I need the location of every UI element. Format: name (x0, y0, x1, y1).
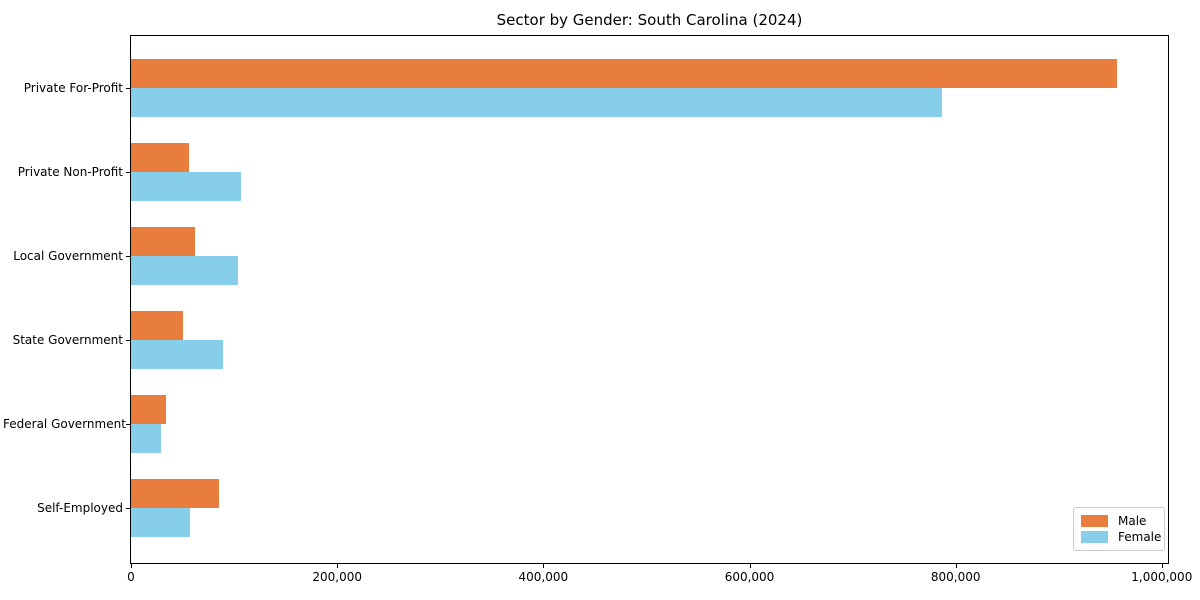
x-tick-3 (749, 564, 751, 568)
male-series-swatch (1081, 515, 1108, 527)
x-tick-label-5: 1,000,000 (1131, 570, 1193, 584)
y-tick-3 (126, 340, 130, 341)
legend-row-female: Female (1081, 529, 1161, 545)
bar-male-1 (131, 143, 189, 172)
y-tick-0 (126, 88, 130, 89)
y-tick-5 (126, 508, 130, 509)
x-tick-0 (131, 564, 132, 568)
x-tick-2 (543, 564, 545, 568)
legend-row-male: Male (1081, 513, 1157, 529)
x-tick-label-3: 600,000 (724, 570, 775, 584)
y-axis-label-5: Self-Employed (37, 501, 123, 515)
bar-male-5 (131, 479, 219, 508)
y-axis-label-0: Private For-Profit (23, 81, 123, 95)
bar-female-4 (131, 424, 161, 453)
y-axis-label-4: Federal Government (3, 417, 126, 431)
x-tick-label-0: 0 (127, 570, 135, 584)
chart-title: Sector by Gender: South Carolina (2024) (496, 11, 803, 29)
y-tick-1 (126, 172, 130, 173)
x-tick-5 (1161, 564, 1163, 568)
x-tick-label-4: 800,000 (930, 570, 981, 584)
bar-female-0 (131, 88, 943, 117)
x-tick-label-2: 400,000 (518, 570, 569, 584)
bar-female-2 (131, 256, 239, 285)
legend: Male Female (1073, 507, 1165, 551)
x-tick-1 (337, 564, 339, 568)
y-tick-4 (126, 424, 130, 425)
bar-male-2 (131, 227, 195, 256)
y-axis-label-1: Private Non-Profit (17, 165, 123, 179)
legend-label-female: Female (1118, 530, 1162, 544)
bar-male-0 (131, 59, 1117, 88)
bar-female-3 (131, 340, 223, 369)
bar-female-5 (131, 508, 190, 537)
plot-area (130, 35, 1169, 564)
y-axis-label-2: Local Government (13, 249, 123, 263)
bar-male-4 (131, 395, 166, 424)
bar-male-3 (131, 311, 183, 340)
y-tick-2 (126, 256, 130, 257)
x-tick-label-1: 200,000 (312, 570, 362, 584)
y-axis-label-3: State Government (12, 333, 123, 347)
bar-female-1 (131, 172, 242, 201)
female-series-swatch (1081, 531, 1108, 543)
legend-label-male: Male (1118, 514, 1147, 528)
x-tick-4 (955, 564, 957, 568)
